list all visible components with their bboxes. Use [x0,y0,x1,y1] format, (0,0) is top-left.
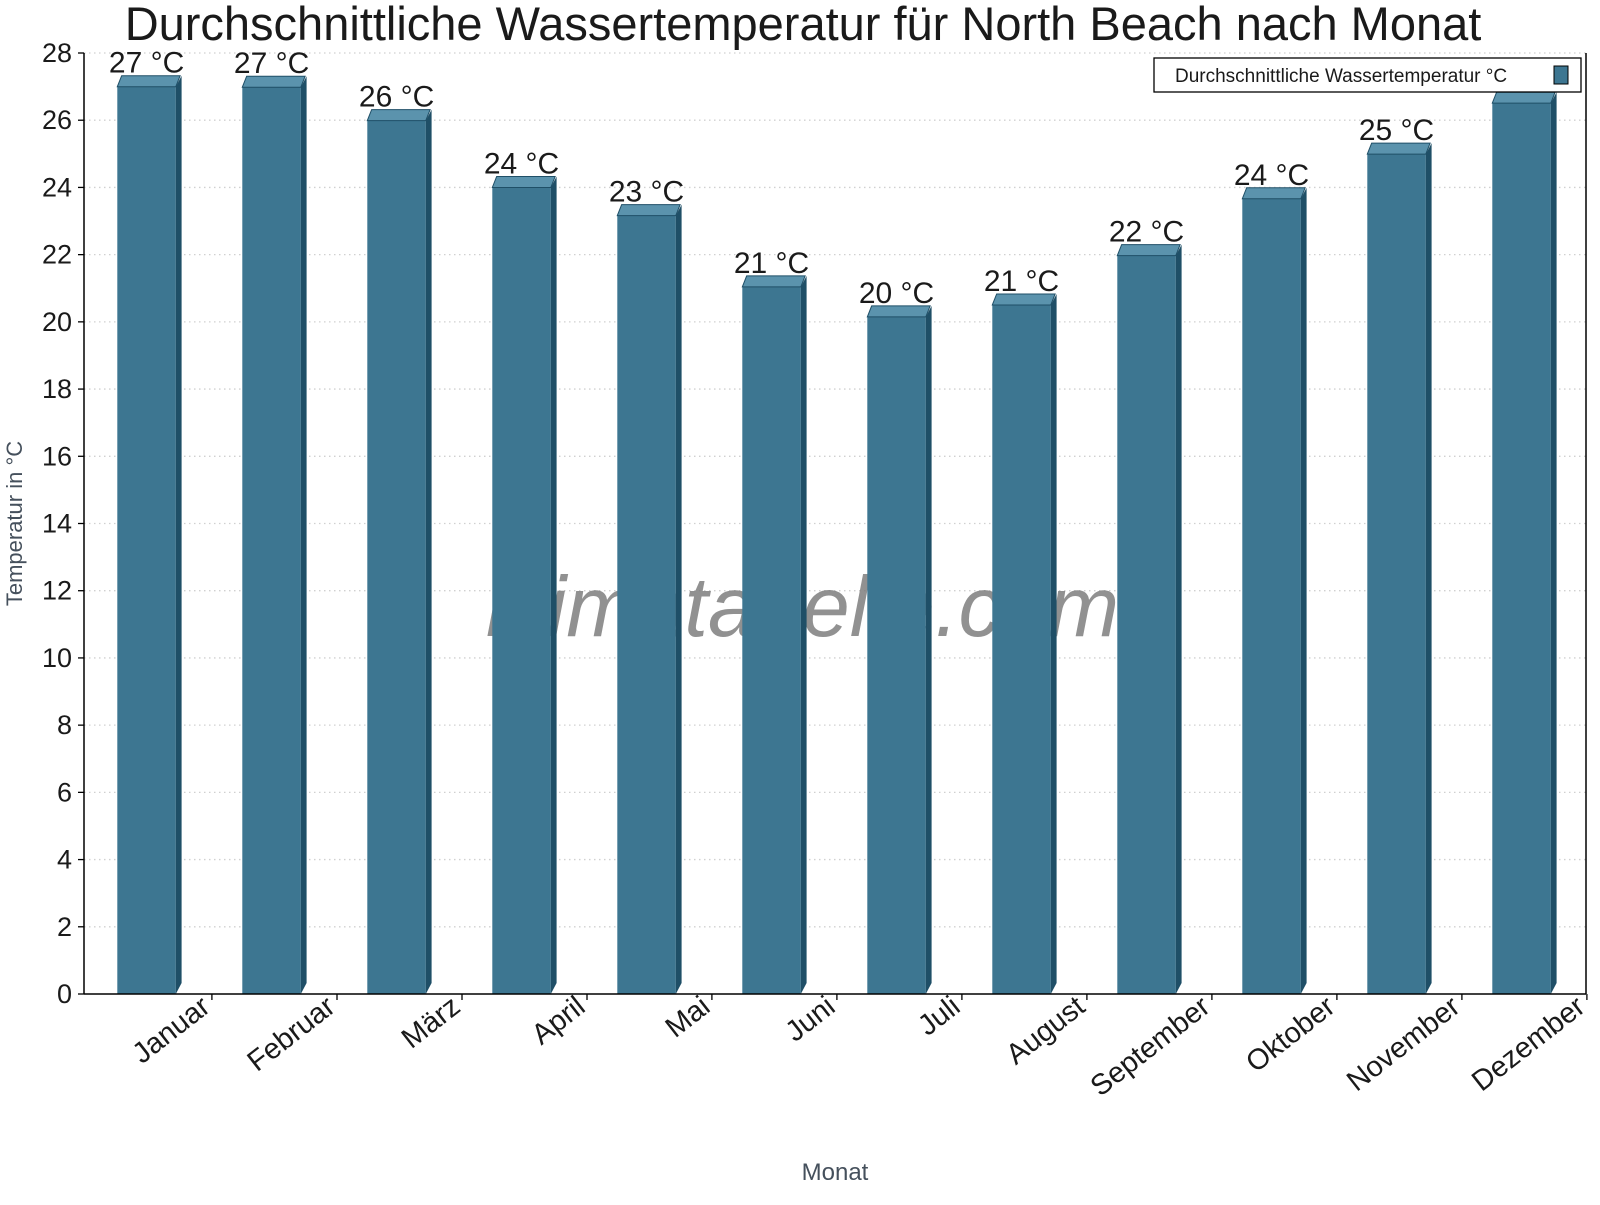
svg-text:Durchschnittliche Wassertemper: Durchschnittliche Wassertemperatur °C [1175,66,1507,87]
svg-text:20 °C: 20 °C [859,277,934,310]
svg-text:21 °C: 21 °C [734,247,809,280]
svg-text:Durchschnittliche Wassertemper: Durchschnittliche Wassertemperatur für N… [125,0,1482,50]
svg-text:25 °C: 25 °C [1359,114,1434,147]
svg-text:24 °C: 24 °C [484,148,559,181]
svg-text:16: 16 [42,441,72,471]
svg-text:24: 24 [42,172,72,202]
svg-text:23 °C: 23 °C [609,176,684,209]
svg-text:26: 26 [42,105,72,135]
svg-text:2: 2 [57,912,72,942]
svg-text:Temperatur in °C: Temperatur in °C [2,441,27,606]
svg-text:10: 10 [42,643,72,673]
svg-text:6: 6 [57,777,72,807]
svg-text:Monat: Monat [802,1159,869,1186]
svg-text:21 °C: 21 °C [984,265,1059,298]
svg-text:8: 8 [57,710,72,740]
svg-text:26 °C: 26 °C [359,81,434,114]
svg-text:22: 22 [42,240,72,270]
svg-text:22 °C: 22 °C [1109,216,1184,249]
svg-text:0: 0 [57,979,72,1009]
svg-text:28: 28 [42,38,72,68]
svg-text:14: 14 [42,509,72,539]
svg-text:27 °C: 27 °C [109,47,184,80]
svg-text:27 °C: 27 °C [234,47,309,80]
svg-text:4: 4 [57,845,72,875]
svg-text:12: 12 [42,576,72,606]
svg-text:24 °C: 24 °C [1234,159,1309,192]
svg-text:20: 20 [42,307,72,337]
svg-text:18: 18 [42,374,72,404]
